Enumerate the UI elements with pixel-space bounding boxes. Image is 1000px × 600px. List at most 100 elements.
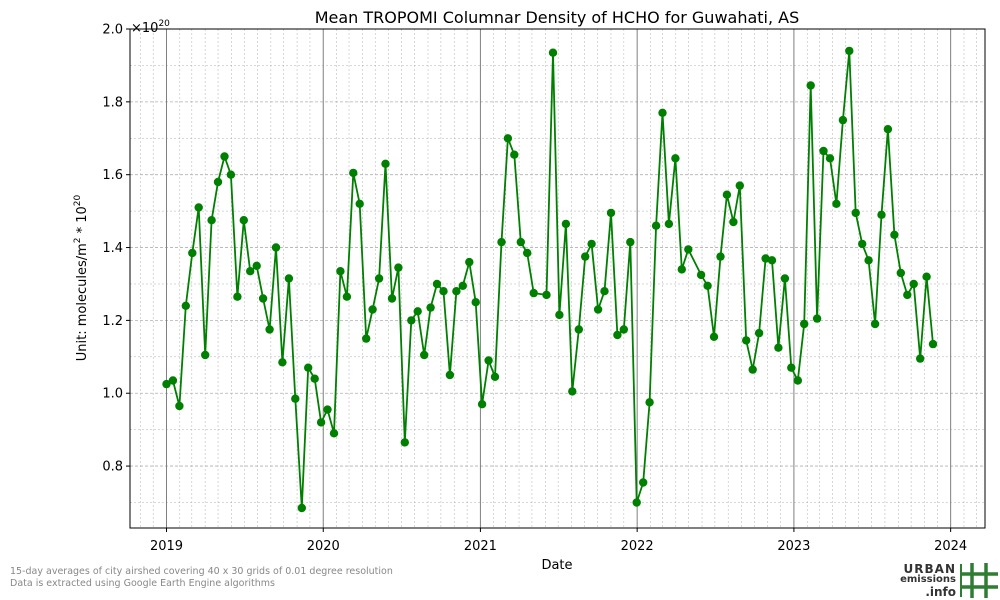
data-point <box>297 503 306 513</box>
data-point <box>574 325 583 334</box>
data-point <box>484 356 493 365</box>
data-point <box>523 248 532 258</box>
data-point <box>162 379 171 389</box>
data-point <box>916 354 925 363</box>
data-point <box>696 270 706 280</box>
data-point <box>677 265 686 274</box>
data-point <box>226 170 236 179</box>
data-point <box>838 115 848 125</box>
y-tick-label: 1.2 <box>102 314 123 329</box>
footnote-line-1: 15-day averages of city airshed covering… <box>10 566 393 577</box>
data-point <box>420 350 429 360</box>
data-point <box>445 370 455 380</box>
logo-text-urban: URBAN <box>903 562 956 576</box>
data-point <box>754 328 764 338</box>
data-point <box>201 350 210 360</box>
y-tick-label: 1.4 <box>102 241 123 256</box>
data-point <box>709 332 719 341</box>
data-point <box>258 294 268 303</box>
data-point <box>432 279 442 289</box>
data-point <box>175 401 184 411</box>
hash-grid-icon <box>960 563 998 598</box>
y-tick-label: 1.8 <box>102 95 123 110</box>
y-tick-label: 1.6 <box>102 168 123 183</box>
data-point <box>735 181 744 190</box>
data-point <box>355 199 364 208</box>
data-point <box>806 81 815 90</box>
data-point <box>387 294 397 303</box>
data-point <box>825 154 835 163</box>
data-point <box>780 274 790 283</box>
data-point <box>510 150 519 159</box>
data-point <box>761 254 770 263</box>
data-point <box>658 108 667 118</box>
data-point <box>426 303 435 312</box>
data-point <box>716 252 725 261</box>
series-layer <box>162 46 938 513</box>
data-point <box>890 230 899 239</box>
data-point <box>381 159 390 168</box>
data-point <box>220 152 229 161</box>
data-point <box>465 257 474 267</box>
x-axis-label: Date <box>541 558 572 573</box>
data-point <box>664 219 674 229</box>
data-point <box>883 125 893 134</box>
plot-frame <box>129 28 986 529</box>
data-point <box>748 365 757 374</box>
data-point <box>613 330 622 340</box>
data-point <box>877 210 886 219</box>
data-point <box>349 168 358 178</box>
data-point <box>870 319 880 329</box>
data-point <box>896 268 905 278</box>
axis-ticks: 0.8 1.0 1.2 1.4 1.6 1.8 2.0 2019 2020 2021 2022 202… <box>102 23 967 555</box>
data-point <box>181 301 190 310</box>
data-point <box>800 319 809 329</box>
data-point <box>703 281 712 290</box>
data-point <box>239 216 248 225</box>
data-point <box>793 376 802 385</box>
footnote-line-2: Data is extracted using Google Earth Eng… <box>10 578 275 589</box>
data-point <box>671 154 680 163</box>
y-offset-label: ×1020 <box>131 19 170 36</box>
data-point <box>864 256 873 265</box>
data-point <box>767 256 777 265</box>
data-point <box>787 363 796 372</box>
data-point <box>600 287 609 296</box>
data-point <box>490 372 500 381</box>
urban-emissions-logo: URBAN emissions .info <box>896 561 1000 600</box>
data-point <box>742 336 751 345</box>
x-tick-label: 2022 <box>621 539 654 554</box>
data-point <box>452 287 461 296</box>
data-point <box>626 237 635 247</box>
data-point <box>568 387 577 396</box>
data-point <box>316 418 326 427</box>
x-tick-label: 2020 <box>307 539 340 554</box>
data-point <box>684 245 693 254</box>
data-point <box>729 217 738 227</box>
data-point <box>394 263 403 272</box>
data-point <box>265 325 274 334</box>
data-point <box>851 208 860 218</box>
grid-lines <box>130 28 985 528</box>
data-point <box>845 46 854 56</box>
data-point <box>651 221 661 230</box>
data-point <box>858 239 867 249</box>
data-point <box>497 237 506 247</box>
data-point <box>323 405 332 414</box>
data-point <box>516 237 525 247</box>
data-point <box>213 177 223 187</box>
data-point <box>336 267 345 276</box>
data-point <box>581 252 590 261</box>
data-point <box>207 216 216 225</box>
data-point <box>342 292 352 301</box>
data-point <box>246 267 255 276</box>
data-point <box>593 305 603 314</box>
data-point <box>374 274 384 283</box>
data-point <box>555 310 564 320</box>
data-point <box>832 199 841 208</box>
data-point <box>561 219 571 229</box>
data-point <box>548 48 558 57</box>
logo-text-emissions: emissions <box>900 574 956 585</box>
data-point <box>819 146 828 156</box>
data-point <box>310 374 319 383</box>
